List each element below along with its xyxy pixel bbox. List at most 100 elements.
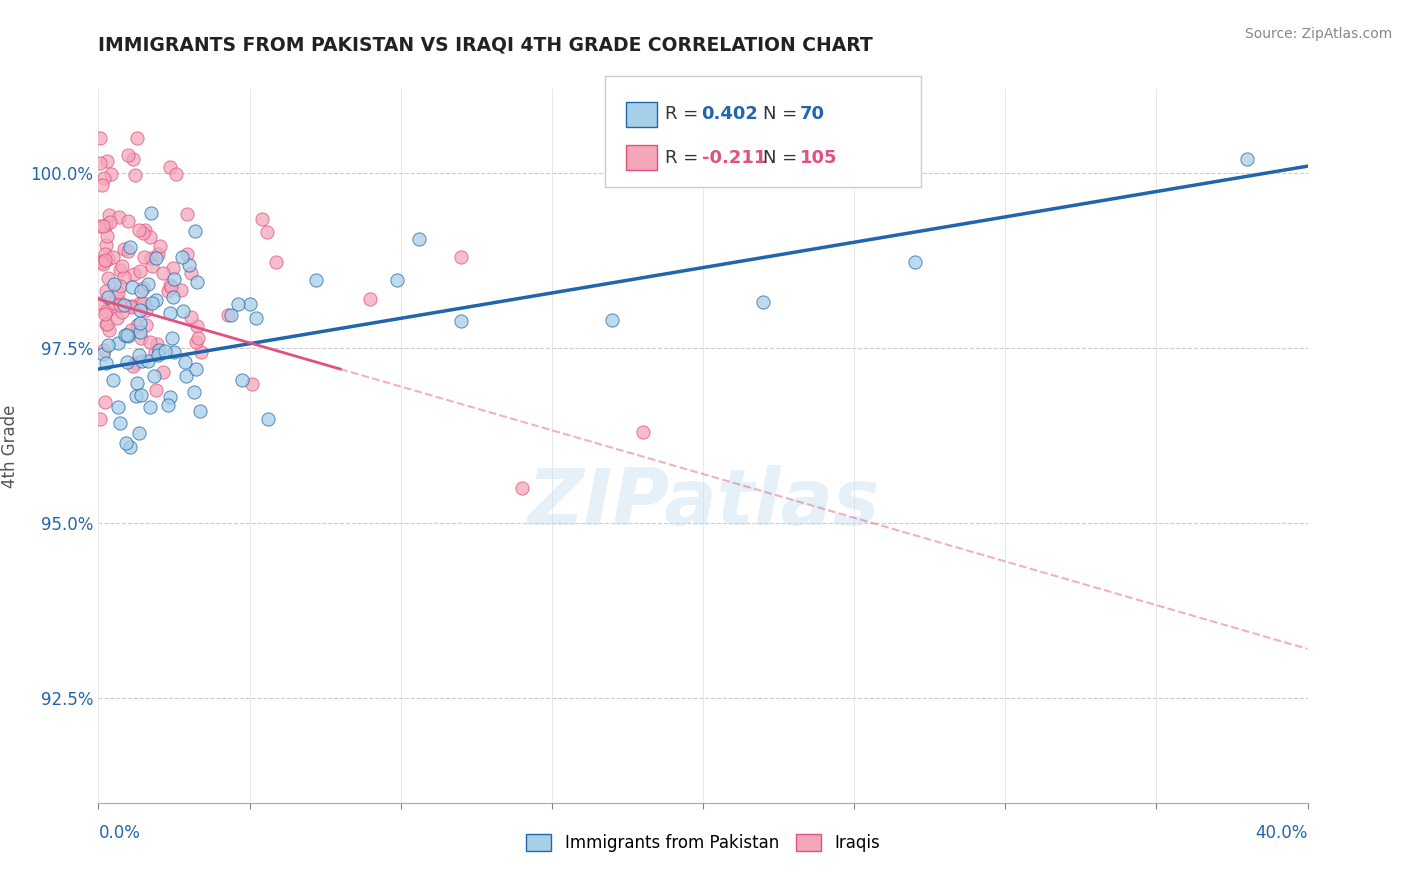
Point — [231, 373, 253, 387]
Point — [450, 250, 472, 264]
Point — [162, 260, 184, 275]
Point — [89, 219, 111, 234]
Point — [240, 377, 263, 392]
Point — [110, 279, 132, 293]
Point — [101, 250, 124, 264]
Point — [129, 388, 152, 402]
Point — [117, 244, 139, 258]
Point — [121, 299, 143, 313]
Text: 0.0%: 0.0% — [98, 824, 141, 842]
Point — [159, 306, 181, 320]
Point — [129, 303, 152, 318]
Point — [752, 294, 775, 309]
Point — [115, 355, 138, 369]
Point — [135, 318, 157, 332]
Text: IMMIGRANTS FROM PAKISTAN VS IRAQI 4TH GRADE CORRELATION CHART: IMMIGRANTS FROM PAKISTAN VS IRAQI 4TH GR… — [98, 36, 873, 54]
Point — [188, 404, 211, 418]
Point — [121, 279, 143, 293]
Point — [128, 348, 150, 362]
Point — [110, 263, 132, 277]
Point — [226, 297, 249, 311]
Point — [219, 308, 242, 322]
Point — [129, 264, 152, 278]
Text: ZIPatlas: ZIPatlas — [527, 465, 879, 541]
Point — [141, 296, 163, 310]
Point — [120, 323, 142, 337]
Point — [136, 277, 159, 291]
Point — [122, 359, 145, 374]
Legend: Immigrants from Pakistan, Iraqis: Immigrants from Pakistan, Iraqis — [520, 827, 886, 859]
Point — [152, 365, 174, 379]
Point — [97, 208, 120, 222]
Point — [148, 343, 170, 358]
Point — [97, 338, 120, 352]
Point — [93, 170, 115, 185]
Point — [180, 266, 202, 280]
Text: R =: R = — [665, 149, 704, 167]
Point — [111, 259, 134, 273]
Point — [904, 255, 927, 269]
Point — [107, 335, 129, 350]
Point — [107, 294, 129, 309]
Point — [385, 273, 408, 287]
Point — [184, 335, 207, 350]
Point — [176, 247, 198, 261]
Point — [156, 284, 179, 298]
Point — [180, 310, 202, 325]
Point — [631, 425, 654, 439]
Point — [98, 322, 121, 336]
Point — [100, 167, 122, 181]
Point — [136, 354, 159, 368]
Point — [131, 331, 153, 345]
Point — [173, 355, 195, 369]
Point — [139, 334, 162, 349]
Point — [159, 160, 181, 174]
Point — [100, 301, 122, 316]
Point — [141, 259, 163, 273]
Point — [145, 337, 167, 351]
Point — [245, 311, 267, 326]
Point — [107, 285, 129, 299]
Point — [94, 394, 117, 409]
Point — [96, 317, 118, 331]
Point — [110, 298, 132, 312]
Point — [128, 223, 150, 237]
Point — [125, 389, 148, 403]
Point — [239, 297, 262, 311]
Text: -0.211: -0.211 — [702, 149, 766, 167]
Point — [114, 328, 136, 343]
Point — [450, 314, 472, 328]
Point — [97, 270, 120, 285]
Point — [139, 206, 162, 220]
Point — [256, 225, 278, 239]
Point — [177, 258, 200, 272]
Point — [146, 348, 169, 362]
Point — [93, 343, 115, 357]
Point — [305, 273, 328, 287]
Point — [96, 317, 118, 331]
Point — [172, 303, 194, 318]
Point — [187, 331, 209, 345]
Point — [159, 278, 181, 293]
Point — [91, 346, 114, 360]
Point — [93, 247, 115, 261]
Point — [145, 383, 167, 397]
Point — [129, 296, 152, 310]
Point — [120, 300, 142, 314]
Point — [124, 168, 146, 182]
Point — [131, 354, 153, 368]
Point — [184, 362, 207, 376]
Point — [90, 255, 112, 269]
Point — [91, 219, 114, 233]
Point — [122, 267, 145, 281]
Point — [131, 284, 153, 298]
Point — [117, 214, 139, 228]
Text: 70: 70 — [800, 105, 825, 123]
Point — [125, 376, 148, 391]
Point — [97, 290, 120, 304]
Point — [112, 298, 135, 312]
Point — [101, 373, 124, 387]
Point — [408, 232, 430, 246]
Point — [132, 227, 155, 241]
Point — [125, 131, 148, 145]
